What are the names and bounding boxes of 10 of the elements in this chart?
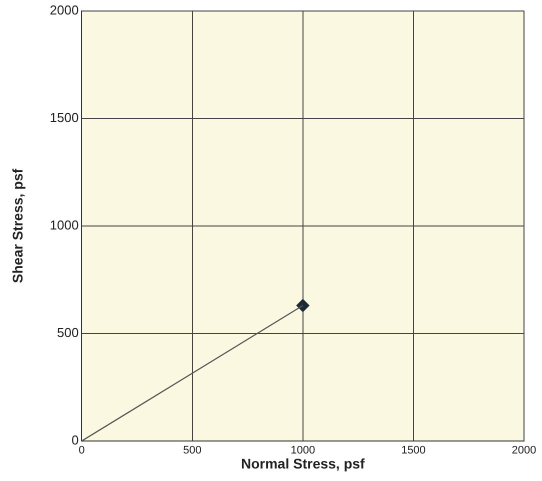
y-tick-label: 2000 <box>50 2 79 18</box>
x-axis-title: Normal Stress, psf <box>241 455 366 472</box>
x-tick-label: 1500 <box>401 444 426 457</box>
x-tick-label: 2000 <box>512 444 536 457</box>
x-tick-label: 1000 <box>290 444 316 457</box>
y-tick-label: 1000 <box>50 217 79 232</box>
x-tick-label: 500 <box>183 444 202 457</box>
y-axis-title: Shear Stress, psf <box>9 168 26 284</box>
y-tick-label: 1500 <box>50 110 79 125</box>
y-tick-label: 500 <box>57 325 79 340</box>
